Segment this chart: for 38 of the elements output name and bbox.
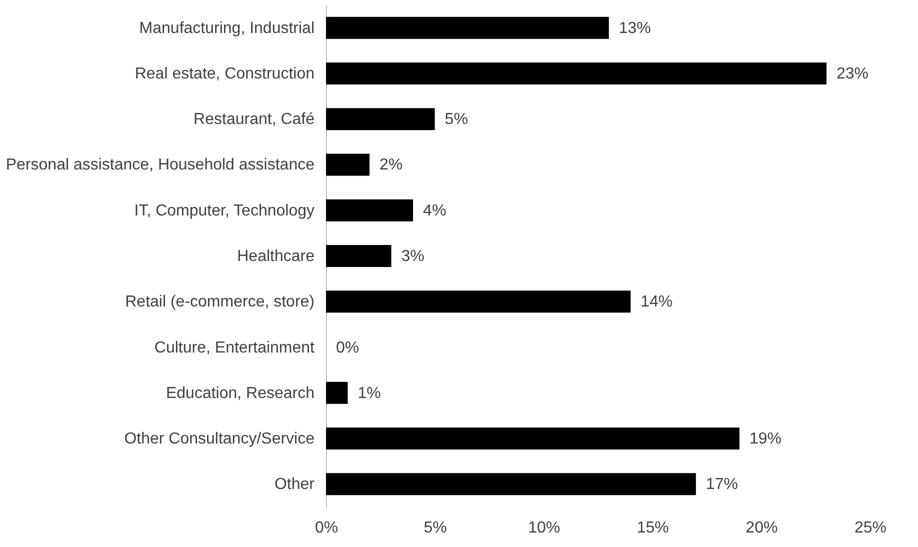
bar — [326, 62, 826, 84]
y-tick-label: Manufacturing, Industrial — [139, 20, 314, 37]
x-tick-label: 5% — [424, 520, 447, 536]
y-tick-label: Personal assistance, Household assistance — [6, 156, 315, 174]
data-label: 13% — [618, 20, 651, 37]
bar — [326, 108, 435, 130]
y-tick-label: Other Consultancy/Service — [124, 430, 315, 448]
y-tick-label: Restaurant, Café — [194, 111, 315, 128]
y-tick-label: Other — [274, 476, 316, 494]
bar — [326, 154, 370, 176]
data-label: 2% — [380, 156, 403, 174]
bar — [326, 382, 348, 404]
data-label: 19% — [749, 430, 782, 448]
bar — [326, 199, 414, 222]
x-tick-label: 10% — [528, 520, 560, 536]
data-label: 3% — [401, 248, 424, 265]
bar — [326, 428, 740, 450]
data-label: 14% — [640, 294, 673, 311]
data-label: 1% — [358, 384, 381, 402]
y-tick-label: IT, Computer, Technology — [134, 202, 314, 220]
bar — [326, 16, 609, 39]
data-label: 17% — [706, 476, 738, 494]
x-tick-label: 15% — [636, 520, 669, 536]
data-label: 23% — [836, 65, 869, 82]
y-tick-label: Culture, Entertainment — [154, 339, 316, 356]
x-tick-label: 0% — [314, 520, 338, 536]
y-tick-label: Real estate, Construction — [134, 65, 314, 82]
data-label: 4% — [423, 202, 446, 220]
y-tick-label: Healthcare — [237, 248, 315, 265]
x-tick-label: 20% — [746, 520, 778, 536]
y-tick-label: Education, Research — [166, 384, 314, 402]
data-label: 5% — [444, 111, 468, 128]
bar — [326, 290, 631, 313]
data-label: 0% — [336, 339, 360, 356]
x-tick-label: 25% — [854, 520, 887, 536]
bar — [326, 473, 696, 496]
bar — [326, 245, 392, 267]
y-tick-label: Retail (e-commerce, store) — [125, 294, 314, 311]
